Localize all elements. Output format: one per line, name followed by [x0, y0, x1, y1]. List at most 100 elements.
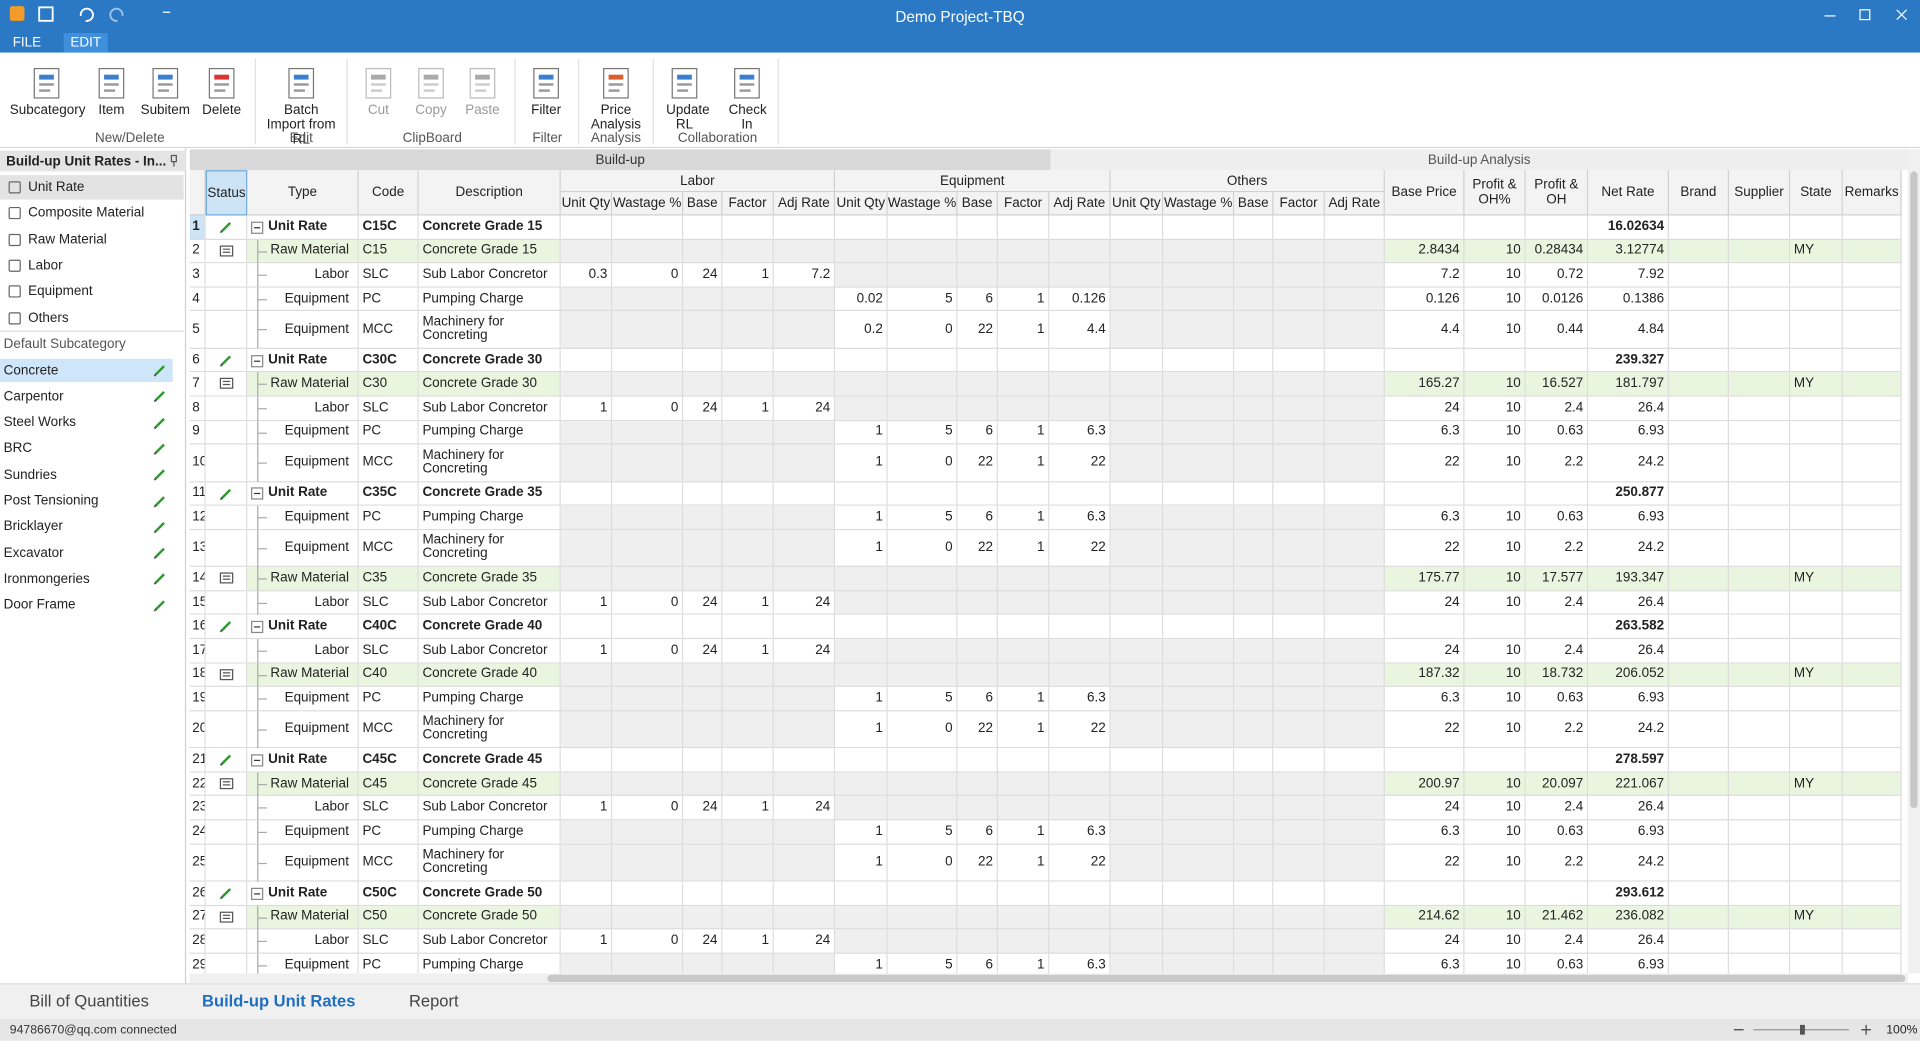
cell [1049, 663, 1110, 687]
cell: 10 [1464, 591, 1525, 615]
tree-line [257, 663, 269, 687]
cell [1325, 240, 1385, 264]
cell [1111, 796, 1164, 820]
cell [561, 349, 612, 373]
cell [206, 263, 248, 287]
bottom-tab[interactable]: Report [409, 983, 593, 1019]
cell [206, 506, 248, 530]
cell [561, 567, 612, 591]
cell [1049, 397, 1110, 421]
v-scroll-thumb[interactable] [1910, 171, 1917, 808]
cell [1790, 954, 1843, 974]
ribbon-button[interactable]: Subcategory [10, 102, 83, 146]
collapse-box [251, 754, 263, 766]
cell [888, 567, 958, 591]
cell [612, 615, 683, 639]
cell [612, 882, 683, 906]
cell [683, 373, 722, 397]
cell: 20 [190, 711, 206, 748]
cell [998, 882, 1049, 906]
cell: Unit Rate [247, 615, 358, 639]
column-header: Adj Rate [1049, 192, 1110, 215]
cell: 200.97 [1385, 772, 1465, 796]
cell [998, 373, 1049, 397]
cell: 1 [835, 421, 888, 445]
menu-tab[interactable]: FILE [5, 33, 49, 53]
tree-line [257, 687, 269, 711]
cell: Concrete Grade 35 [419, 567, 561, 591]
bottom-tab[interactable]: Bill of Quantities [29, 983, 213, 1019]
h-scroll-thumb[interactable] [547, 975, 1905, 982]
cell [206, 687, 248, 711]
cell [998, 591, 1049, 615]
cell [612, 844, 683, 881]
cell: 10 [1464, 639, 1525, 663]
cell [1163, 663, 1234, 687]
cell [1111, 216, 1164, 240]
column-header: Base Price [1385, 170, 1465, 215]
column-header: Equipment [835, 170, 1111, 192]
ribbon-button[interactable]: Delete [197, 102, 246, 146]
cell [1669, 663, 1729, 687]
cell [1729, 263, 1790, 287]
cell [1843, 711, 1902, 748]
cell: 0.63 [1526, 421, 1588, 445]
cell: C35C [359, 482, 419, 506]
cell: Concrete Grade 40 [419, 663, 561, 687]
cell [835, 663, 888, 687]
cell: 1 [722, 930, 773, 954]
cell: 0 [888, 530, 958, 567]
cell [1669, 349, 1729, 373]
cell [998, 349, 1049, 373]
cell [998, 263, 1049, 287]
cell [998, 567, 1049, 591]
cell [1790, 591, 1843, 615]
ribbon-separator [653, 59, 654, 145]
cell [1273, 906, 1324, 930]
cell: 19 [190, 687, 206, 711]
cell [835, 373, 888, 397]
type-item[interactable]: Unit Rate [28, 175, 181, 199]
cell: 24 [683, 639, 722, 663]
cell [683, 882, 722, 906]
cell [1790, 820, 1843, 844]
cell [1325, 421, 1385, 445]
cell [1325, 263, 1385, 287]
cell [612, 349, 683, 373]
cell: C45C [359, 748, 419, 772]
cell [561, 288, 612, 312]
cell: MY [1790, 567, 1843, 591]
cell [835, 772, 888, 796]
cell: PC [359, 820, 419, 844]
cell [1273, 530, 1324, 567]
bottom-tab[interactable]: Build-up Unit Rates [202, 983, 386, 1019]
cell: 27 [190, 906, 206, 930]
cell [835, 216, 888, 240]
cell [1273, 349, 1324, 373]
tree-line [257, 820, 269, 844]
cell [1111, 882, 1164, 906]
cell [561, 445, 612, 482]
cell [1843, 615, 1902, 639]
cell [1325, 567, 1385, 591]
cell: 3.12774 [1588, 240, 1669, 264]
column-header: Remarks [1843, 170, 1902, 215]
cell [1234, 882, 1273, 906]
cell: 2.2 [1526, 711, 1588, 748]
cell [722, 482, 773, 506]
cell: 6 [958, 687, 998, 711]
cell [1729, 482, 1790, 506]
cell [1843, 373, 1902, 397]
ribbon-icon [31, 66, 63, 100]
cell [958, 639, 998, 663]
cell [1729, 216, 1790, 240]
cell [1163, 748, 1234, 772]
cell: 4.4 [1049, 311, 1110, 348]
cell [1790, 930, 1843, 954]
ribbon-icon [731, 66, 763, 100]
cell: 6 [958, 421, 998, 445]
cell: PC [359, 288, 419, 312]
menu-tab[interactable]: EDIT [64, 33, 108, 53]
cell [722, 567, 773, 591]
cell: 10 [1464, 445, 1525, 482]
